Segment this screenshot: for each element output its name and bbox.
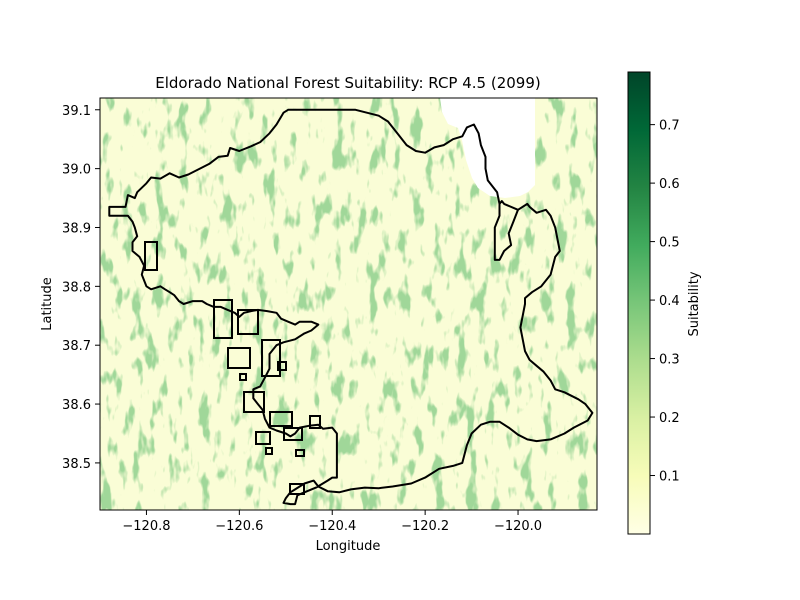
- x-tick-label: −120.2: [401, 519, 449, 534]
- inholding-parcel: [237, 309, 259, 335]
- y-tick-label: 38.9: [62, 221, 91, 236]
- inholding-parcel: [227, 347, 251, 369]
- x-axis-label: Longitude: [316, 539, 381, 554]
- inholding-parcel: [289, 483, 305, 495]
- x-axis: −120.8 −120.6 −120.4 −120.2 −120.0: [122, 510, 542, 534]
- map-plot-area: [100, 98, 597, 510]
- colorbar-axis: 0.1 0.2 0.3 0.4 0.5 0.6 0.7: [650, 119, 680, 485]
- colorbar-tick-label: 0.6: [659, 177, 680, 192]
- x-tick-label: −120.6: [215, 519, 263, 534]
- colorbar-label: Suitability: [687, 271, 702, 336]
- y-tick-label: 39.0: [62, 163, 91, 178]
- chart-title: Eldorado National Forest Suitability: RC…: [155, 74, 541, 92]
- colorbar-tick-label: 0.2: [659, 411, 680, 426]
- y-tick-label: 38.8: [62, 280, 91, 295]
- colorbar-tick-label: 0.7: [659, 119, 680, 134]
- x-tick-label: −120.8: [122, 519, 170, 534]
- plot-frame: [99, 97, 598, 511]
- y-tick-label: 39.1: [62, 104, 91, 119]
- lake-tahoe-no-data: [440, 98, 535, 198]
- inholding-parcel: [255, 431, 271, 445]
- x-tick-label: −120.0: [494, 519, 542, 534]
- inholding-parcel: [269, 411, 293, 427]
- inholding-parcel: [309, 415, 321, 429]
- inholding-parcel: [239, 373, 247, 381]
- inholding-parcel: [295, 449, 305, 457]
- colorbar: [627, 71, 651, 535]
- inholding-parcel: [144, 241, 158, 271]
- inholding-parcel: [213, 299, 233, 339]
- y-axis: 38.5 38.6 38.7 38.8 38.9 39.0 39.1: [62, 104, 100, 472]
- y-tick-label: 38.6: [62, 398, 91, 413]
- colorbar-tick-label: 0.5: [659, 236, 680, 251]
- colorbar-tick-label: 0.4: [659, 294, 680, 309]
- inholding-parcel: [265, 447, 273, 455]
- inholding-parcel: [243, 391, 265, 413]
- y-tick-label: 38.7: [62, 339, 91, 354]
- forest-boundary-outer: [108, 108, 594, 506]
- inholding-boundaries: [144, 241, 321, 495]
- inholding-parcel: [283, 427, 303, 441]
- colorbar-tick-label: 0.1: [659, 470, 680, 485]
- y-tick-label: 38.5: [62, 457, 91, 472]
- y-axis-label: Latitude: [40, 277, 55, 331]
- colorbar-tick-label: 0.3: [659, 353, 680, 368]
- inholding-parcel: [277, 361, 287, 371]
- forest-boundary-inner: [493, 203, 519, 261]
- x-tick-label: −120.4: [308, 519, 356, 534]
- inholding-parcel: [261, 339, 281, 377]
